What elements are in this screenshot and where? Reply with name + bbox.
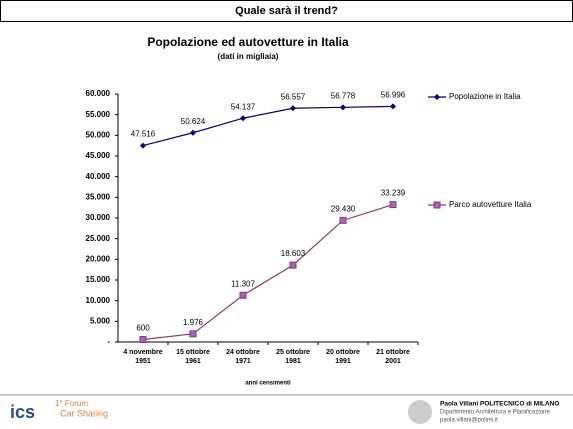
- data-point: [339, 216, 347, 224]
- series-line: [142, 105, 394, 147]
- data-label: 1.976: [183, 318, 204, 327]
- y-tick-label: -: [107, 337, 110, 346]
- x-axis-label: anni censimenti: [245, 381, 291, 387]
- data-point: [239, 291, 247, 299]
- y-tick-label: 50.000: [86, 130, 111, 139]
- data-point: [139, 336, 147, 344]
- y-tick-label: 25.000: [86, 234, 111, 243]
- data-label: 56.557: [281, 92, 306, 101]
- data-label: 56.996: [381, 91, 406, 100]
- data-label: 50.624: [181, 117, 206, 126]
- data-point: [240, 115, 246, 122]
- x-tick-label: 4 novembre 1951: [123, 349, 163, 365]
- seal: [408, 400, 432, 424]
- y-tick-label: 30.000: [86, 213, 111, 222]
- y-tick-label: 45.000: [86, 151, 111, 160]
- y-tick-label: 20.000: [86, 254, 111, 263]
- y-tick-label: 60.000: [86, 89, 111, 98]
- y-tick-label: 15.000: [86, 275, 111, 284]
- legend-label: Popolazione in Italia: [449, 92, 521, 101]
- event-line: Car Sharing: [60, 408, 108, 418]
- author: Paola Villani POLITECNICO di MILANO: [440, 401, 559, 408]
- data-label: 33.239: [381, 189, 406, 198]
- data-point: [189, 330, 197, 338]
- legend-marker: [433, 201, 441, 209]
- data-point: [290, 105, 296, 112]
- y-tick-label: 55.000: [86, 110, 111, 119]
- series-line: [142, 204, 394, 341]
- chart-subtitle: (dati in migliaia): [218, 52, 279, 61]
- event-line: 1° Forum: [55, 399, 88, 408]
- x-tick-label: 15 ottobre 1961: [176, 349, 210, 365]
- x-tick-label: 25 ottobre 1981: [276, 349, 310, 365]
- y-tick-label: 40.000: [86, 172, 111, 181]
- y-tick-label: 35.000: [86, 192, 111, 201]
- data-label: 11.307: [231, 279, 255, 288]
- chart-title: Popolazione ed autovetture in Italia: [147, 35, 349, 49]
- data-point: [390, 103, 396, 110]
- data-point: [140, 142, 146, 149]
- data-label: 54.137: [231, 102, 256, 111]
- data-label: 29.430: [331, 204, 356, 213]
- x-tick-label: 21 ottobre 2001: [376, 349, 410, 365]
- data-point: [190, 129, 196, 136]
- x-tick-label: 20 ottobre 1991: [326, 349, 360, 365]
- data-point: [389, 201, 397, 209]
- y-tick-label: 10.000: [86, 296, 111, 305]
- data-label: 56.778: [331, 91, 356, 100]
- data-label: 600: [136, 324, 150, 333]
- department: Dipartimento Architettura e Pianificazio…: [440, 410, 550, 416]
- logo: ics: [10, 402, 35, 422]
- data-label: 18.603: [281, 249, 306, 258]
- legend-label: Parco autovetture Italia: [449, 200, 532, 209]
- data-label: 47.516: [131, 130, 156, 139]
- y-tick-label: 5.000: [90, 316, 111, 325]
- data-point: [340, 104, 346, 111]
- data-point: [289, 261, 297, 269]
- x-tick-label: 24 ottobre 1971: [226, 349, 260, 365]
- legend-marker: [434, 94, 440, 100]
- email: paola.villani@polimi.it: [440, 418, 498, 424]
